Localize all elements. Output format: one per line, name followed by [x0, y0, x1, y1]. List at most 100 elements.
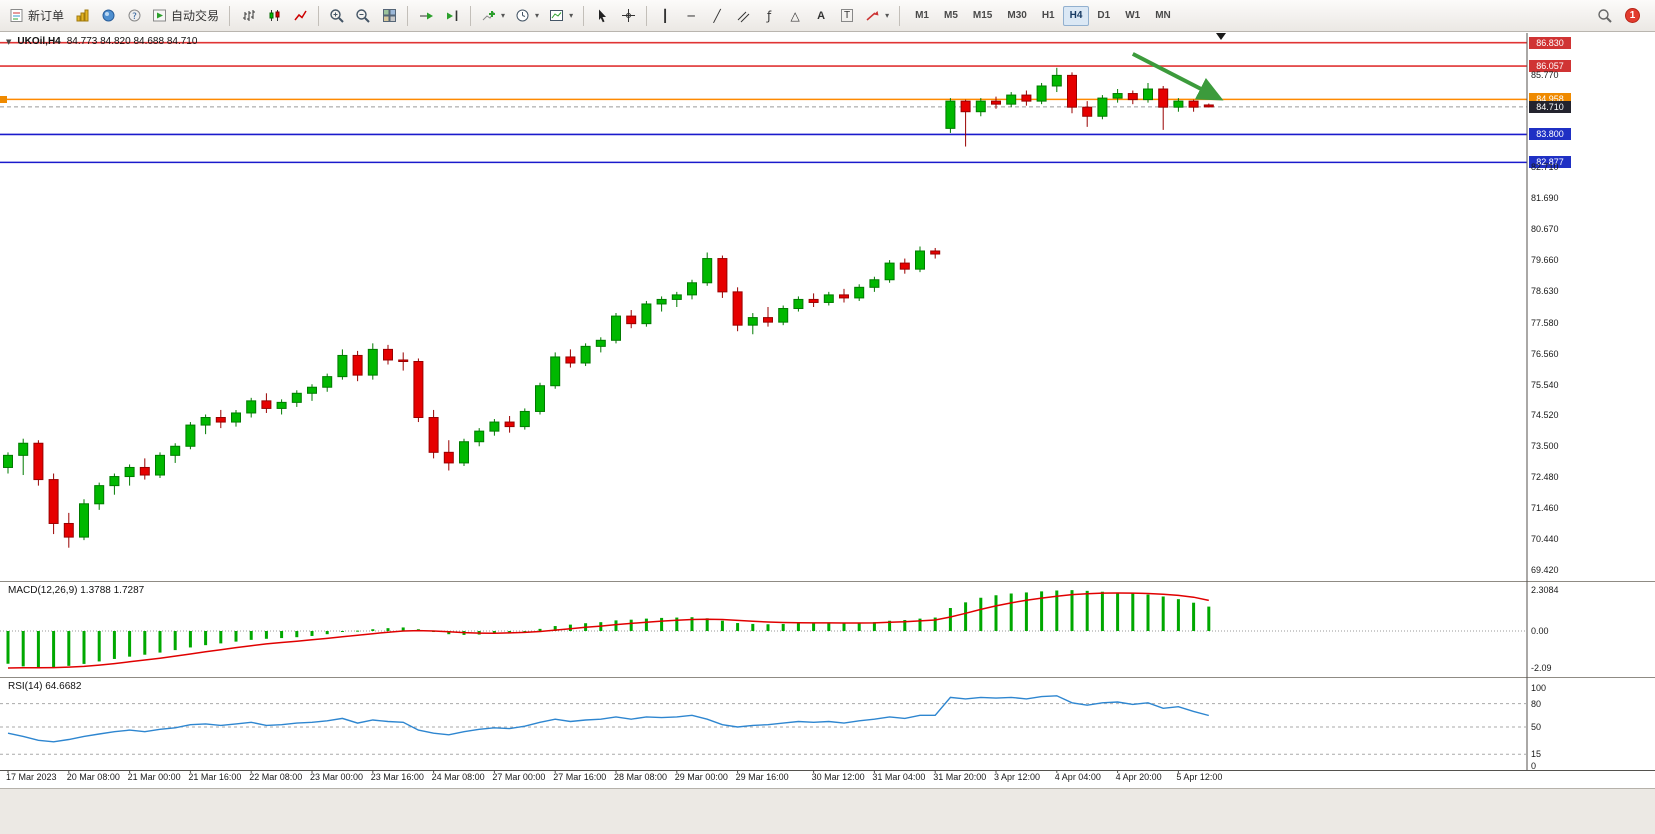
candlestick-chart-button[interactable]	[262, 4, 286, 28]
timeframe-h4[interactable]: H4	[1062, 5, 1090, 26]
arrows-tool[interactable]: ▾	[861, 4, 893, 28]
candle-body	[291, 392, 302, 403]
candle-body	[489, 421, 500, 432]
help-icon: ?	[128, 9, 141, 22]
macd-histogram-bar	[158, 631, 162, 653]
macd-indicator-label: MACD(12,26,9) 1.3788 1.7287	[8, 585, 145, 596]
candle-body	[337, 354, 348, 378]
trendline-tool[interactable]: ╱	[713, 8, 721, 23]
macd-histogram-bar	[447, 631, 451, 635]
macd-histogram-bar	[979, 597, 983, 632]
candle-body	[1067, 74, 1077, 108]
cursor-button[interactable]	[590, 4, 614, 28]
market-watch-button[interactable]	[96, 4, 120, 28]
candle-body	[793, 298, 804, 310]
label-tool[interactable]: T	[835, 4, 859, 28]
candle-body	[839, 294, 849, 299]
horizontal-line-tool[interactable]: ─	[687, 8, 695, 23]
vertical-line-tool[interactable]: ┃	[661, 8, 669, 23]
zoom-in-button[interactable]	[325, 4, 349, 28]
clock-icon	[516, 9, 529, 22]
candle-body	[1143, 88, 1153, 101]
line-chart-button[interactable]	[288, 4, 312, 28]
timeframe-h1[interactable]: H1	[1041, 10, 1055, 21]
help-button[interactable]: ?	[122, 4, 146, 28]
charts-button[interactable]	[70, 4, 94, 28]
shapes-tool[interactable]: △	[790, 8, 800, 23]
candle-body	[991, 100, 1001, 105]
candle-body	[1082, 106, 1093, 117]
rsi-indicator-label: RSI(14) 64.6682	[8, 681, 82, 692]
toolbar-separator	[899, 5, 901, 26]
macd-histogram-bar	[386, 628, 390, 632]
candle-body	[854, 286, 865, 299]
notification-badge[interactable]: 1	[1625, 8, 1640, 23]
macd-histogram-bar	[796, 623, 800, 632]
candle-body	[1051, 74, 1062, 87]
macd-histogram-bar	[827, 623, 831, 632]
triangle-down-icon: ▼	[6, 37, 12, 46]
macd-histogram-bar	[204, 631, 208, 646]
candle-body	[808, 298, 819, 303]
macd-histogram-bar	[812, 623, 816, 632]
bar-chart-button[interactable]	[236, 4, 260, 28]
timeframe-m15[interactable]: M15	[972, 10, 993, 21]
macd-histogram-bar	[173, 631, 177, 651]
macd-histogram-bar	[1192, 602, 1196, 632]
timeframe-w1[interactable]: W1	[1125, 10, 1141, 21]
timeframe-m1[interactable]: M1	[915, 10, 929, 21]
crosshair-icon	[621, 9, 635, 22]
macd-histogram-bar	[1055, 590, 1059, 632]
timeframe-m5[interactable]: M5	[944, 10, 958, 21]
candle-body	[535, 385, 545, 412]
candle-body	[884, 262, 895, 281]
annotation-arrow[interactable]	[1131, 52, 1224, 101]
charts-icon	[76, 9, 89, 22]
zoom-out-button[interactable]	[351, 4, 375, 28]
macd-histogram-bar	[1085, 590, 1089, 632]
macd-histogram-bar	[264, 631, 268, 639]
candle-body	[1112, 93, 1123, 99]
macd-histogram-bar	[523, 631, 527, 633]
tile-windows-button[interactable]	[377, 4, 401, 28]
macd-histogram-bar	[736, 623, 740, 632]
text-tool[interactable]: A	[809, 4, 833, 28]
new-order-button[interactable]: 新订单	[5, 4, 68, 28]
candle-body	[18, 442, 29, 456]
macd-histogram-bar	[903, 620, 907, 632]
chart-shift-marker[interactable]	[1216, 33, 1226, 40]
candle-body	[63, 522, 74, 538]
channel-tool[interactable]	[731, 4, 755, 28]
macd-histogram-bar	[644, 618, 648, 632]
auto-scroll-button[interactable]	[414, 4, 438, 28]
timeframe-m30[interactable]: M30	[1007, 10, 1027, 21]
macd-histogram-bar	[675, 617, 679, 632]
candle-body	[975, 100, 986, 113]
candle-body	[1173, 100, 1184, 108]
autotrading-button[interactable]: 自动交易	[148, 4, 223, 28]
macd-histogram-bar	[1176, 599, 1180, 632]
templates-button[interactable]: ▾	[545, 4, 577, 28]
macd-histogram-bar	[1131, 593, 1135, 632]
macd-histogram-bar	[1024, 592, 1028, 632]
candle-body	[459, 441, 469, 464]
candle-body	[580, 345, 591, 364]
periods-button[interactable]: ▾	[511, 4, 543, 28]
new-order-icon	[10, 9, 23, 22]
macd-histogram-bar	[1009, 593, 1013, 632]
chevron-down-icon: ▾	[535, 11, 540, 20]
indicators-button[interactable]: ▾	[477, 4, 509, 28]
zoom-in-icon	[330, 8, 344, 23]
candle-body	[246, 400, 257, 414]
timeframe-mn[interactable]: MN	[1155, 10, 1171, 21]
search-button[interactable]	[1593, 4, 1617, 28]
crosshair-button[interactable]	[616, 4, 640, 28]
candle-body	[702, 258, 713, 284]
timeframe-d1[interactable]: D1	[1097, 10, 1111, 21]
candle-body	[413, 360, 424, 419]
chart-shift-button[interactable]	[440, 4, 464, 28]
macd-histogram-bar	[188, 631, 192, 648]
fibonacci-tool[interactable]: ƒ	[766, 8, 772, 23]
macd-histogram-bar	[629, 619, 633, 632]
